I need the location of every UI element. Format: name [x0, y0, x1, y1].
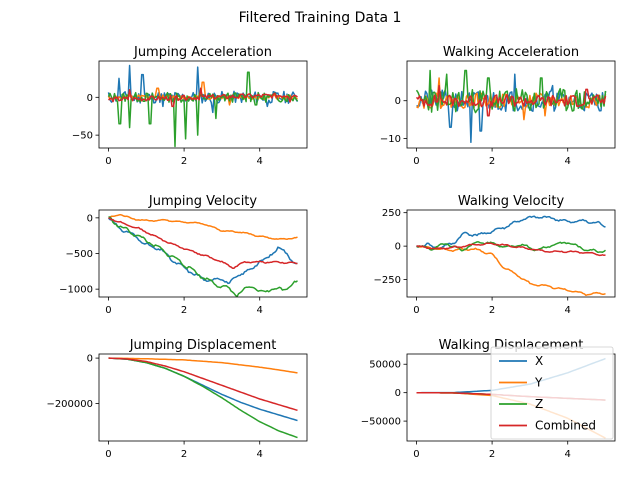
y-tick-label: −250	[374, 275, 401, 286]
legend-frame	[490, 346, 614, 440]
x-tick-label: 2	[181, 305, 187, 316]
series-line-x	[416, 73, 607, 144]
y-tick-label: 0	[395, 242, 401, 253]
y-tick-label: 0	[87, 354, 93, 365]
x-tick-label: 0	[105, 156, 111, 167]
x-tick-label: 0	[105, 305, 111, 316]
series-line-combined	[416, 242, 606, 257]
y-tick-label: 0	[87, 213, 93, 224]
series-line-y	[416, 245, 606, 297]
x-tick-label: 4	[257, 305, 263, 316]
legend: XYZ Combined	[490, 346, 614, 440]
figure-title: Filtered Training Data 1	[239, 10, 402, 26]
series-line-z	[108, 216, 298, 297]
axes-frame	[98, 209, 308, 298]
subplot-3: Jumping Velocity 0 2 4 0 −500 −1000	[59, 194, 308, 316]
x-tick-label: 0	[413, 305, 419, 316]
axes-frame	[406, 209, 616, 298]
x-tick-label: 4	[257, 156, 263, 167]
x-tick-label: 2	[181, 449, 187, 460]
subplot-title: Jumping Acceleration	[133, 45, 272, 60]
y-tick-label: −200000	[46, 399, 93, 410]
series-line-z	[108, 357, 298, 439]
series-line-x	[108, 357, 298, 422]
x-tick-label: 4	[565, 156, 571, 167]
x-tick-label: 2	[489, 156, 495, 167]
y-tick-label: 0	[395, 388, 401, 399]
x-tick-label: 2	[489, 449, 495, 460]
x-tick-label: 0	[413, 449, 419, 460]
subplot-title: Walking Acceleration	[443, 45, 579, 60]
axes-frame	[98, 60, 308, 149]
series-line-combined	[415, 84, 607, 117]
legend-label-x: X	[535, 354, 543, 368]
x-tick-label: 4	[565, 305, 571, 316]
y-tick-label: 250	[382, 208, 401, 219]
y-tick-label: 50000	[369, 360, 401, 371]
subplot-1: Jumping Acceleration 0 2 4 0 −50	[72, 45, 308, 167]
subplot-title: Jumping Velocity	[148, 194, 258, 209]
x-tick-label: 0	[413, 156, 419, 167]
y-tick-label: −500	[66, 249, 93, 260]
legend-label-combined: Combined	[535, 419, 596, 433]
legend-label-y: Y	[534, 376, 543, 390]
series-line-y	[108, 213, 298, 241]
legend-label-z: Z	[535, 397, 543, 411]
x-tick-label: 4	[257, 449, 263, 460]
series-line-combined	[108, 217, 298, 269]
y-tick-label: −50	[72, 131, 93, 142]
axes-frame	[406, 60, 616, 149]
y-tick-label: 0	[395, 96, 401, 107]
series-line-combined	[108, 357, 298, 412]
subplot-2: Walking Acceleration 0 2 4 0 −10	[380, 45, 616, 167]
subplot-4: Walking Velocity 0 2 4 250 0 −250	[374, 194, 616, 316]
y-tick-label: 0	[87, 93, 93, 104]
subplot-title: Jumping Displacement	[129, 338, 277, 353]
y-tick-label: −1000	[59, 285, 93, 296]
series-line-combined	[108, 87, 298, 108]
series-line-z	[107, 71, 299, 148]
x-tick-label: 0	[105, 449, 111, 460]
series-line-y	[108, 357, 298, 374]
y-tick-label: −10	[380, 134, 401, 145]
x-tick-label: 2	[181, 156, 187, 167]
axes-frame	[98, 353, 308, 442]
x-tick-label: 2	[489, 305, 495, 316]
x-tick-label: 4	[565, 449, 571, 460]
subplot-title: Walking Velocity	[458, 194, 565, 209]
y-tick-label: −50000	[361, 417, 401, 428]
series-line-x	[107, 64, 299, 114]
subplot-5: Jumping Displacement 0 2 4 0 −200000	[46, 338, 308, 460]
